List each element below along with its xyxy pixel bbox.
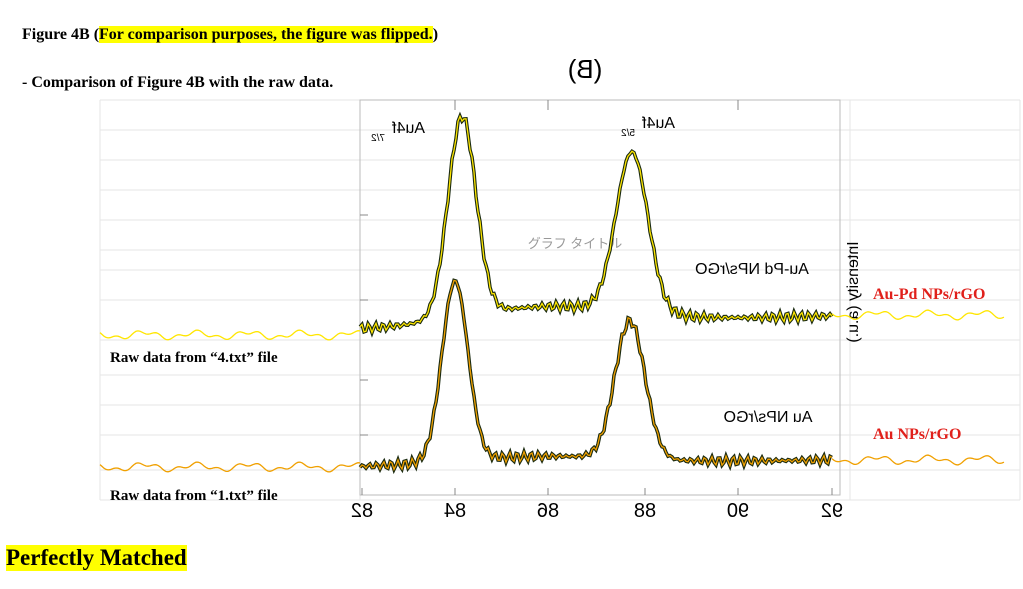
raw-label: Raw data from “4.txt” file [110, 350, 278, 366]
y-label-group: Intensity (a.u.) [845, 241, 862, 342]
x-tick-label-group: 86 [537, 500, 559, 522]
x-tick-label: 88 [634, 500, 656, 522]
curve-label: Au-Pd NPs/rGO [695, 261, 809, 278]
curve-label: Au NPs/rGO [724, 409, 813, 426]
panel-label: (B) [568, 54, 603, 84]
header-prefix: Figure 4B ( [22, 26, 100, 43]
y-label: Intensity (a.u.) [845, 241, 862, 342]
x-tick-label: 82 [351, 500, 373, 522]
x-tick-label-group: 88 [634, 500, 656, 522]
plot-frame [359, 99, 841, 496]
peak-label-group: Au4f 7/2 [371, 120, 425, 144]
header: Figure 4B (For comparison purposes, the … [22, 26, 438, 44]
raw-data-line [99, 329, 361, 341]
peak-label: Au4f [392, 120, 425, 137]
footer: Perfectly Matched [6, 545, 187, 571]
x-tick-label: 84 [444, 500, 466, 522]
peak-label-group: Au4f 5/2 [621, 115, 675, 139]
x-tick-label-group: 92 [821, 500, 843, 522]
curve-label-group: Au NPs/rGO [724, 409, 813, 426]
series-label: Au NPs/rGO [873, 426, 962, 443]
peak-label-sub: 5/2 [621, 128, 635, 139]
panel-label-group: (B) [568, 54, 603, 84]
x-tick-label: 86 [537, 500, 559, 522]
series-label: Au-Pd NPs/rGO [873, 286, 986, 303]
peak-label: Au4f [642, 115, 675, 132]
header-highlight: For comparison purposes, the figure was … [99, 26, 433, 43]
x-tick-label-group: 90 [727, 500, 749, 522]
peak-label-sub: 7/2 [371, 133, 385, 144]
raw-label: Raw data from “1.txt” file [110, 488, 278, 504]
x-tick-label: 92 [821, 500, 843, 522]
spectrum [359, 114, 833, 335]
x-tick-label-group: 82 [351, 500, 373, 522]
raw-data-line [831, 454, 1005, 466]
header-suffix: ) [432, 26, 439, 43]
raw-data-line [99, 461, 361, 473]
curve-label-group: Au-Pd NPs/rGO [695, 261, 809, 278]
spectrum [359, 279, 833, 472]
watermark: グラフ タイトル [528, 236, 623, 251]
subtitle: - Comparison of Figure 4B with the raw d… [22, 74, 334, 91]
raw-data-line [831, 309, 1005, 321]
x-tick-label: 90 [727, 500, 749, 522]
x-tick-label-group: 84 [444, 500, 466, 522]
